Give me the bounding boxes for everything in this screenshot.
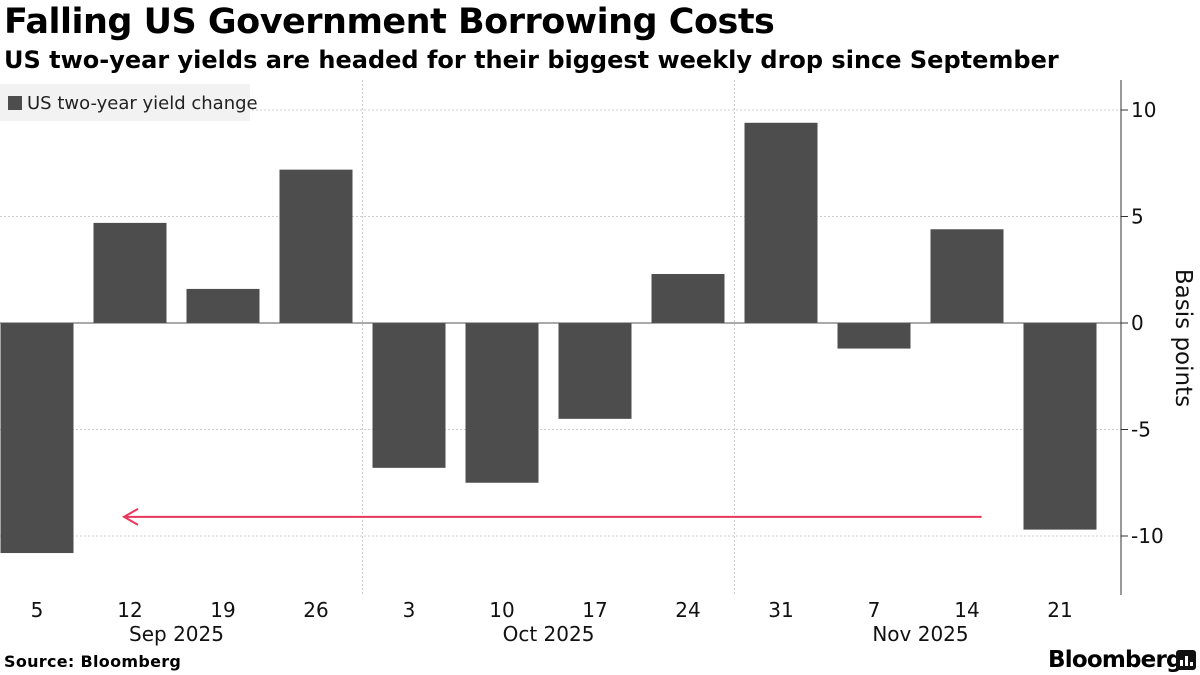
x-month-label: Oct 2025	[503, 622, 595, 646]
bar	[0, 323, 74, 554]
gridlines	[0, 80, 1121, 595]
x-tick-label: 21	[1047, 598, 1072, 622]
arrow-head	[121, 507, 139, 526]
x-tick-label: 24	[675, 598, 700, 622]
bar	[930, 229, 1004, 323]
chart-title: Falling US Government Borrowing Costs	[4, 2, 775, 42]
bar	[837, 323, 911, 349]
y-tick-label: -10	[1131, 524, 1164, 548]
bar	[744, 122, 818, 323]
x-tick-label: 14	[954, 598, 979, 622]
y-tick-label: 0	[1131, 311, 1144, 335]
x-tick-label: 26	[303, 598, 328, 622]
bar	[651, 274, 725, 323]
bar	[186, 288, 260, 323]
bloomberg-terminal-icon	[1176, 650, 1196, 670]
y-tick-label: 10	[1131, 98, 1156, 122]
source-note: Source: Bloomberg	[4, 652, 182, 671]
brand-logo-text: Bloomberg	[1048, 647, 1182, 673]
x-tick-label: 19	[210, 598, 235, 622]
x-month-label: Nov 2025	[872, 622, 968, 646]
y-axis-title: Basis points	[1170, 269, 1196, 407]
x-tick-label: 3	[403, 598, 416, 622]
bar	[1023, 323, 1097, 530]
bars	[0, 122, 1121, 554]
x-tick-label: 12	[117, 598, 142, 622]
x-tick-label: 17	[582, 598, 607, 622]
y-axis: 10 5 0 -5 -10	[1120, 80, 1164, 595]
x-axis-labels: 5 12 19 26 3 10 17 24 31 7 14 21 Sep 2025 Oct 2025 Nov…	[31, 598, 1073, 646]
x-tick-label: 31	[768, 598, 793, 622]
bar	[465, 323, 539, 483]
y-tick-label: -5	[1131, 418, 1151, 442]
x-tick-label: 10	[489, 598, 514, 622]
x-tick-label: 5	[31, 598, 44, 622]
x-month-label: Sep 2025	[129, 622, 224, 646]
annotation	[121, 507, 982, 526]
legend-label: US two-year yield change	[27, 93, 258, 114]
chart-subtitle: US two-year yields are headed for their …	[4, 46, 1059, 74]
y-tick-label: 5	[1131, 205, 1144, 229]
legend: US two-year yield change	[0, 84, 258, 121]
legend-swatch	[8, 96, 22, 110]
x-tick-label: 7	[868, 598, 881, 622]
bar	[93, 222, 167, 323]
bar	[372, 323, 446, 468]
bar	[279, 169, 353, 323]
bar	[558, 323, 632, 419]
